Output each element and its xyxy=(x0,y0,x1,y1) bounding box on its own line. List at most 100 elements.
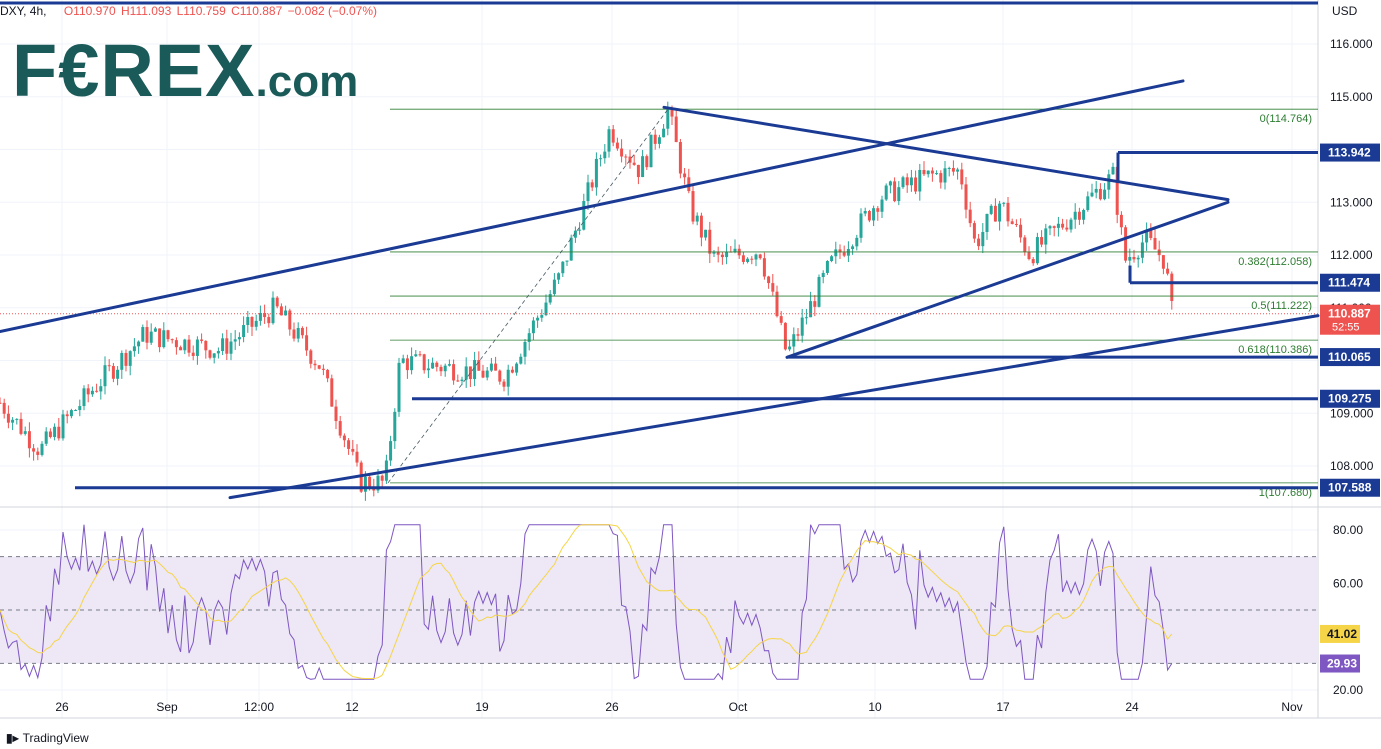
candle-body xyxy=(174,340,178,348)
time-axis: 26 Sep 12:00 12 19 26 Oct 10 17 24 Nov xyxy=(55,700,1302,714)
candle-body xyxy=(716,251,720,255)
candle-body xyxy=(48,431,52,437)
tradingview-footer: ▮▸ TradingView xyxy=(6,731,89,745)
price-tick-label: 113.000 xyxy=(1330,195,1373,209)
candle-body xyxy=(1124,227,1128,261)
candle-body xyxy=(615,142,619,149)
candle-body xyxy=(347,440,351,449)
price-axis: 116.000115.000113.000112.000111.000109.0… xyxy=(1320,4,1380,697)
candle-body xyxy=(1014,223,1018,225)
candle-body xyxy=(1035,237,1039,264)
candle-body xyxy=(930,170,934,174)
candle-body xyxy=(771,283,775,292)
candle-body xyxy=(195,339,199,356)
candle-body xyxy=(254,320,258,327)
fib-label: 0.382(112.058) xyxy=(1238,256,1312,268)
candle-body xyxy=(309,350,313,364)
candle-body xyxy=(11,419,15,423)
candle-body xyxy=(401,358,405,363)
candle-body xyxy=(275,297,279,307)
candle-body xyxy=(132,346,136,352)
horizontal-levels xyxy=(0,151,1318,490)
candle-body xyxy=(611,129,615,143)
low-value: L110.759 xyxy=(176,4,226,18)
candle-body xyxy=(498,370,502,382)
fibonacci-levels: 0(114.764) 0.382(112.058) 0.5(111.222) 0.61… xyxy=(387,108,1318,499)
candle-body xyxy=(515,363,519,373)
candle-body xyxy=(162,330,166,348)
candle-body xyxy=(708,229,712,254)
candle-body xyxy=(1069,219,1073,230)
candle-body xyxy=(271,297,275,324)
candle-body xyxy=(242,325,246,338)
candle-body xyxy=(951,167,955,172)
rsi-tick-label: 60.00 xyxy=(1333,576,1363,590)
candle-body xyxy=(99,386,103,392)
fib-label: 1(107.680) xyxy=(1259,487,1312,499)
candle-body xyxy=(775,291,779,317)
currency-label: USD xyxy=(1332,4,1358,18)
candle-body xyxy=(901,177,905,188)
candle-body xyxy=(107,365,111,367)
candle-body xyxy=(683,173,687,178)
candle-body xyxy=(44,431,48,444)
candle-body xyxy=(981,232,985,247)
candle-body xyxy=(674,116,678,143)
candle-body xyxy=(1040,237,1044,245)
open-value: O110.970 xyxy=(63,4,116,18)
candle-body xyxy=(61,414,65,439)
candle-body xyxy=(544,302,548,316)
candle-body xyxy=(2,402,6,414)
candle-body xyxy=(166,330,170,340)
candle-body xyxy=(519,356,523,364)
candle-body xyxy=(1044,228,1048,245)
candle-body xyxy=(762,258,766,277)
candle-body xyxy=(939,173,943,183)
candle-body xyxy=(397,362,401,412)
candle-body xyxy=(305,335,309,351)
candle-body xyxy=(851,246,855,250)
candle-body xyxy=(922,169,926,175)
level-badge-bg xyxy=(1320,389,1380,408)
candle-body xyxy=(267,317,271,324)
rsi-tick-label: 20.00 xyxy=(1333,683,1363,697)
level-badge-bg xyxy=(1320,273,1380,292)
candle-body xyxy=(557,273,561,280)
candle-body xyxy=(628,156,632,163)
candle-body xyxy=(405,358,409,371)
candle-body xyxy=(216,351,220,354)
candle-body xyxy=(876,208,880,212)
time-tick-label: Oct xyxy=(729,700,748,714)
candle-body xyxy=(1027,252,1031,260)
candle-body xyxy=(229,341,233,354)
candle-body xyxy=(767,276,771,284)
candle-body xyxy=(468,366,472,380)
candle-body xyxy=(237,337,241,340)
level-badge: 110.065 xyxy=(1328,350,1371,364)
candle-body xyxy=(1065,227,1069,230)
candle-body xyxy=(363,476,367,492)
candle-body xyxy=(603,151,607,159)
candle-body xyxy=(19,418,23,434)
candle-body xyxy=(548,294,552,303)
candle-body xyxy=(565,260,569,262)
candle-body xyxy=(149,331,153,343)
candle-body xyxy=(636,164,640,178)
candle-body xyxy=(225,338,229,354)
candle-body xyxy=(170,339,174,341)
change-value: −0.082 (−0.07%) xyxy=(287,4,378,18)
candle-body xyxy=(208,350,212,358)
candle-body xyxy=(502,381,506,387)
candle-body xyxy=(158,328,162,348)
candle-body xyxy=(447,364,451,366)
candle-body xyxy=(590,182,594,188)
candle-body xyxy=(246,316,250,326)
candle-body xyxy=(893,181,897,202)
candle-body xyxy=(36,451,40,455)
candle-body xyxy=(704,229,708,238)
candle-body xyxy=(695,215,699,222)
candle-body xyxy=(137,341,141,347)
candle-body xyxy=(817,277,821,307)
candle-body xyxy=(956,169,960,172)
